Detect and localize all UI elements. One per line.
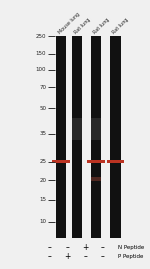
Text: 250: 250 — [36, 34, 46, 39]
Bar — [91, 177, 101, 181]
Text: +: + — [82, 243, 88, 252]
Text: +: + — [64, 252, 71, 261]
Bar — [56, 36, 66, 238]
Text: –: – — [83, 252, 87, 261]
Text: N Peptide: N Peptide — [118, 245, 144, 250]
Text: –: – — [66, 243, 70, 252]
Text: 15: 15 — [39, 197, 46, 202]
Text: 50: 50 — [39, 106, 46, 111]
Text: P Peptide: P Peptide — [118, 254, 143, 259]
Bar — [91, 36, 101, 238]
Bar — [72, 36, 82, 238]
Text: 35: 35 — [39, 132, 46, 136]
Text: –: – — [48, 243, 52, 252]
Text: 150: 150 — [36, 51, 46, 56]
Text: –: – — [101, 243, 105, 252]
Bar — [87, 160, 105, 163]
Text: 20: 20 — [39, 178, 46, 183]
Text: 100: 100 — [36, 68, 46, 72]
Bar — [91, 118, 101, 140]
Text: 10: 10 — [39, 220, 46, 224]
Text: 25: 25 — [39, 160, 46, 164]
Text: –: – — [48, 252, 52, 261]
Text: Rat lung: Rat lung — [74, 17, 92, 35]
Text: Rat lung: Rat lung — [93, 17, 111, 35]
Text: –: – — [101, 252, 105, 261]
Bar — [72, 118, 82, 140]
Text: 70: 70 — [39, 85, 46, 90]
Text: Rat lung: Rat lung — [112, 17, 130, 35]
Bar — [106, 160, 124, 163]
Text: Mouse lung: Mouse lung — [57, 12, 81, 35]
Bar — [52, 160, 70, 163]
Bar — [110, 36, 121, 238]
